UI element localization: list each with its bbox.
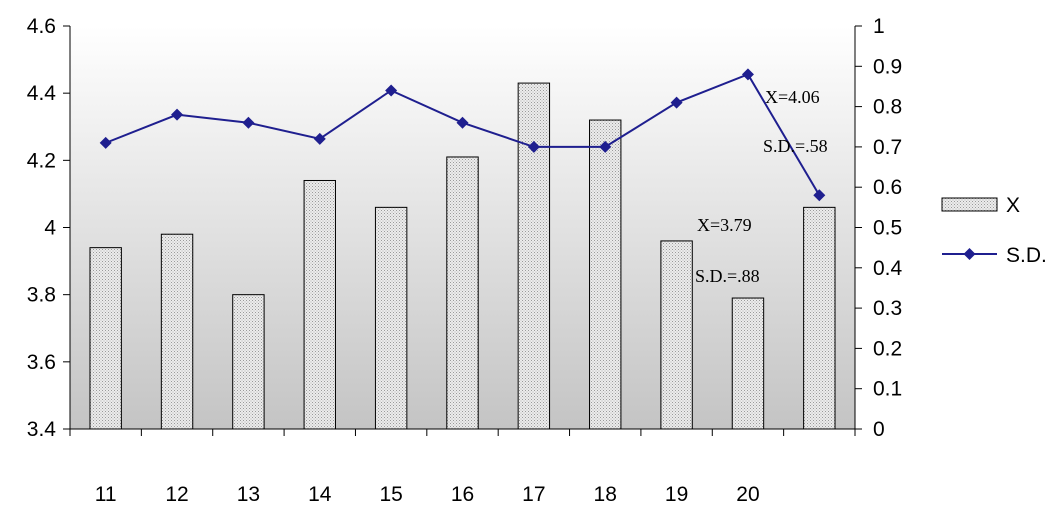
sd-point-18: [599, 140, 612, 153]
sd-point-16: [456, 116, 469, 129]
bar-14: [303, 179, 336, 430]
sd-point-20: [741, 68, 754, 81]
right-tick-label: 0.5: [873, 217, 902, 240]
x-tick-label: 19: [665, 483, 688, 506]
right-tick-label: 0.1: [873, 378, 902, 401]
annotation-label: S.D.=.88: [695, 266, 760, 286]
bar-last: [803, 206, 836, 430]
legend-label-x: X: [1006, 194, 1020, 217]
right-tick-label: 0.4: [873, 257, 903, 280]
legend-swatch-sd-marker: [963, 248, 976, 260]
x-tick-label: 16: [451, 483, 474, 506]
x-axis-ticks: 11 12 13 14 15 16 17 18 19 20: [69, 429, 856, 506]
x-tick-label: 18: [594, 483, 617, 506]
right-axis-ticks: 0 0.1 0.2 0.3 0.4 0.5 0.6 0.7 0.8 0.9 1: [855, 15, 903, 441]
bar-12: [160, 233, 194, 430]
left-tick-label: 4.4: [27, 82, 57, 105]
x-tick-label: 12: [165, 483, 188, 506]
x-tick-label: 14: [308, 483, 332, 506]
sd-point-13: [242, 116, 255, 129]
bar-19: [660, 240, 693, 430]
left-tick-label: 3.8: [27, 284, 56, 307]
left-tick-label: 3.6: [27, 351, 56, 374]
bar-13: [232, 294, 265, 430]
x-tick-label: 17: [522, 483, 545, 506]
left-tick-label: 3.4: [27, 418, 57, 441]
annotation-label: X=3.79: [697, 215, 752, 235]
bar-20: [731, 297, 765, 430]
legend: X S.D.: [941, 194, 1047, 267]
legend-label-sd: S.D.: [1006, 244, 1047, 267]
right-tick-label: 0.3: [873, 297, 902, 320]
right-tick-label: 0.8: [873, 96, 902, 119]
bar-16: [446, 156, 479, 430]
sd-point-12: [171, 108, 184, 121]
left-tick-label: 4: [44, 217, 56, 240]
bar-17: [517, 82, 551, 430]
sd-point-last: [813, 189, 826, 202]
x-tick-label: 20: [736, 483, 759, 506]
sd-point-19: [670, 96, 683, 109]
bar-15: [374, 206, 408, 430]
left-axis-ticks: 3.4 3.6 3.8 4 4.2 4.4 4.6: [27, 15, 70, 441]
left-tick-label: 4.2: [27, 149, 56, 172]
bar-18: [589, 119, 622, 430]
x-tick-label: 13: [237, 483, 260, 506]
x-tick-label: 11: [95, 483, 117, 506]
annotations: X=4.06 S.D.=.58 X=3.79 S.D.=.88: [695, 87, 828, 286]
sd-line-group: [99, 68, 826, 202]
sd-point-11: [99, 136, 112, 149]
bar-11: [89, 247, 122, 430]
right-tick-label: 0.9: [873, 55, 902, 78]
sd-point-14: [313, 132, 326, 145]
right-tick-label: 0.7: [873, 136, 902, 159]
sd-point-17: [527, 140, 540, 153]
sd-point-15: [385, 84, 398, 97]
bars-group: [89, 82, 836, 430]
annotation-label: S.D.=.58: [763, 136, 828, 156]
legend-swatch-x: [941, 197, 998, 212]
right-tick-label: 0: [873, 418, 885, 441]
right-tick-label: 0.6: [873, 176, 902, 199]
right-tick-label: 1: [873, 15, 885, 38]
annotation-label: X=4.06: [765, 87, 820, 107]
x-tick-label: 15: [379, 483, 402, 506]
right-tick-label: 0.2: [873, 337, 902, 360]
left-tick-label: 4.6: [27, 15, 56, 38]
